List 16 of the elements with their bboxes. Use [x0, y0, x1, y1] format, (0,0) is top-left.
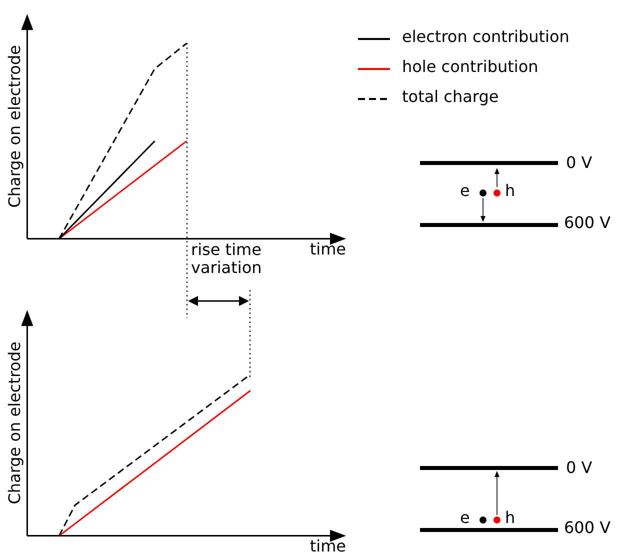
- text: e: [460, 508, 470, 528]
- legend-label: electron contribution: [402, 27, 570, 46]
- text: 0 V: [566, 153, 592, 172]
- text: h: [505, 181, 516, 200]
- x-axis-title: time: [310, 240, 346, 259]
- legend-label: total charge: [402, 87, 499, 106]
- text: 0 V: [566, 458, 592, 478]
- text: e: [460, 181, 470, 200]
- text: h: [505, 508, 516, 528]
- y-axis-title: Charge on electrode: [4, 342, 24, 504]
- legend-label: hole contribution: [402, 57, 538, 76]
- text: 600 V: [564, 213, 611, 232]
- x-axis-title: time: [310, 536, 346, 556]
- y-axis-title: Charge on electrode: [4, 45, 24, 208]
- text: 600 V: [564, 518, 611, 538]
- text: rise time variation: [191, 240, 263, 278]
